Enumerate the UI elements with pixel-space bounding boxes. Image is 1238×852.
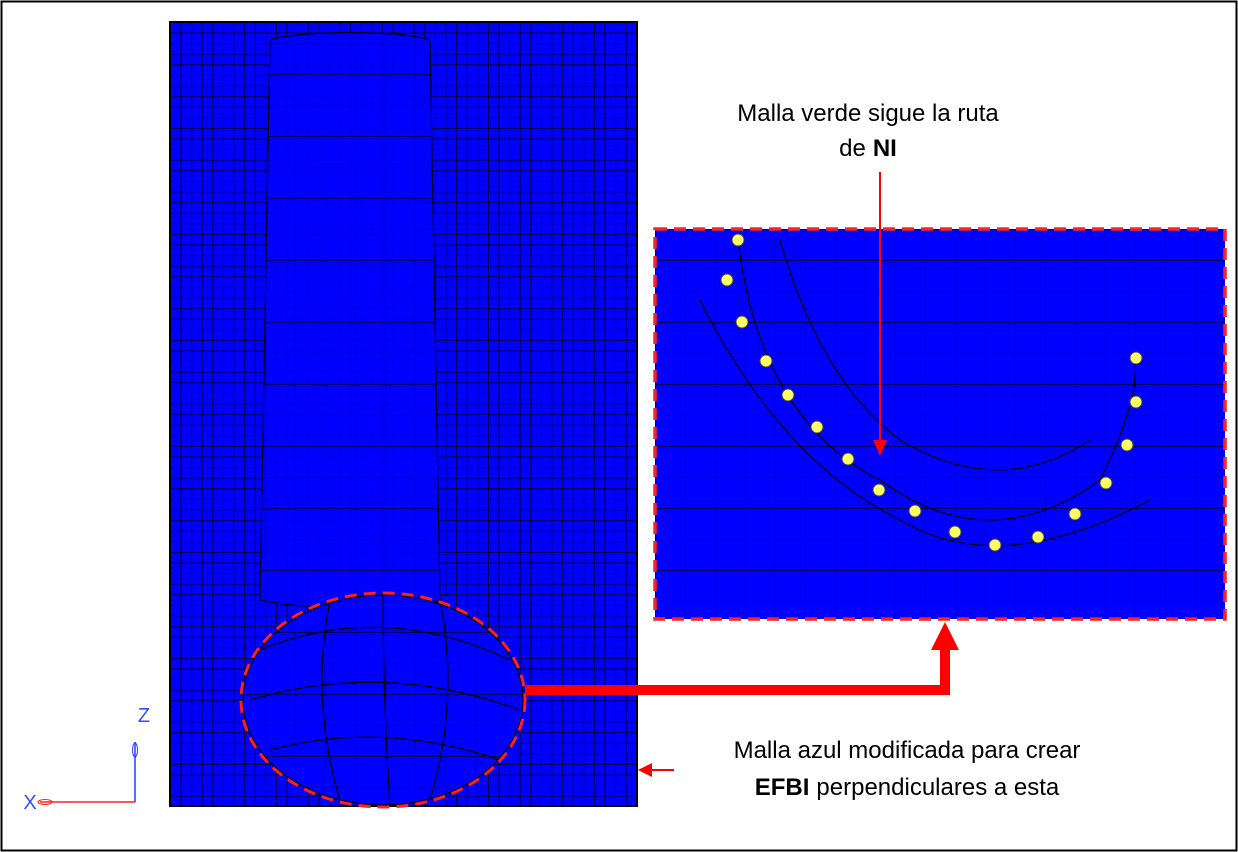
callout-bottom-line1: Malla azul modificada para crear [734,737,1081,764]
axis-label-x: X [23,792,36,814]
green-mesh-inset [655,229,1225,619]
callout-bold: NI [873,135,897,162]
callout-top-line1: Malla verde sigue la ruta [737,100,999,127]
callout-text: de [839,135,866,162]
figure: Malla verde sigue la ruta de NI Malla azu… [0,0,1238,852]
callout-text: perpendiculares a esta [816,774,1059,801]
callout-bold: EFBI [755,774,810,801]
axis-label-z: Z [138,705,150,727]
